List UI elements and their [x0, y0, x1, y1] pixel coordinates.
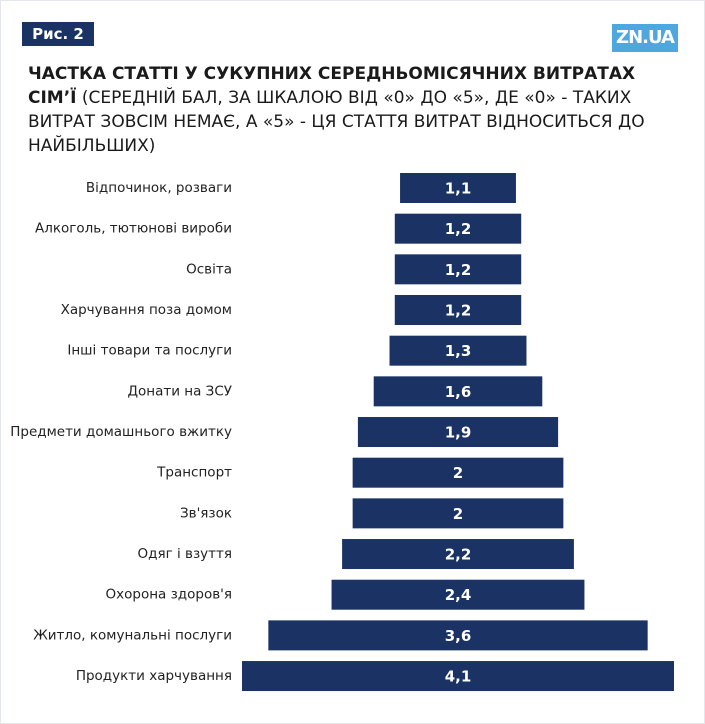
- category-label: Відпочинок, розваги: [86, 180, 232, 196]
- bar: [394, 213, 522, 244]
- bar: [268, 620, 648, 651]
- category-label: Харчування поза домом: [61, 302, 232, 318]
- chart-subtitle: (СЕРЕДНІЙ БАЛ, ЗА ШКАЛОЮ ВІД «0» ДО «5»,…: [28, 88, 645, 156]
- value-label: 1,9: [445, 424, 472, 442]
- value-label: 2,2: [445, 546, 472, 564]
- value-label: 1,3: [445, 342, 472, 360]
- category-label: Предмети домашнього вжитку: [10, 424, 232, 440]
- value-label: 1,6: [445, 383, 472, 401]
- figure-label: Рис. 2: [22, 22, 94, 46]
- value-label: 3,6: [445, 627, 472, 645]
- category-label: Донати на ЗСУ: [127, 383, 232, 399]
- bar: [342, 539, 574, 570]
- category-label: Освіта: [186, 261, 232, 277]
- value-label: 2: [453, 505, 463, 523]
- value-label: 2: [453, 464, 463, 482]
- category-label: Охорона здоров'я: [106, 587, 232, 603]
- value-label: 4,1: [445, 668, 472, 686]
- bar: [389, 335, 527, 366]
- value-label: 1,2: [445, 220, 472, 238]
- bar: [331, 579, 585, 610]
- category-label: Інші товари та послуги: [67, 343, 232, 359]
- bar: [242, 661, 674, 692]
- value-label: 1,2: [445, 302, 472, 320]
- bar: [394, 254, 522, 285]
- category-label: Алкоголь, тютюнові вироби: [35, 221, 232, 237]
- category-label: Продукти харчування: [76, 668, 232, 684]
- bar: [400, 173, 516, 203]
- logo: ZN.UA: [612, 24, 678, 52]
- title-block: ЧАСТКА СТАТТІ У СУКУПНИХ СЕРЕДНЬОМІСЯЧНИ…: [28, 62, 668, 158]
- chart-title: ЧАСТКА СТАТТІ У СУКУПНИХ СЕРЕДНЬОМІСЯЧНИ…: [28, 64, 636, 108]
- category-label: Житло, комунальні послуги: [33, 627, 232, 643]
- bar: [352, 457, 564, 488]
- value-label: 1,1: [445, 180, 472, 198]
- category-label: Транспорт: [156, 465, 232, 481]
- bar: [352, 498, 564, 529]
- category-label: Зв'язок: [180, 505, 232, 521]
- value-label: 2,4: [445, 586, 472, 604]
- bar: [357, 417, 559, 448]
- bar: [394, 295, 522, 326]
- category-label: Одяг і взуття: [138, 546, 232, 562]
- bar: [373, 376, 543, 407]
- value-label: 1,2: [445, 261, 472, 279]
